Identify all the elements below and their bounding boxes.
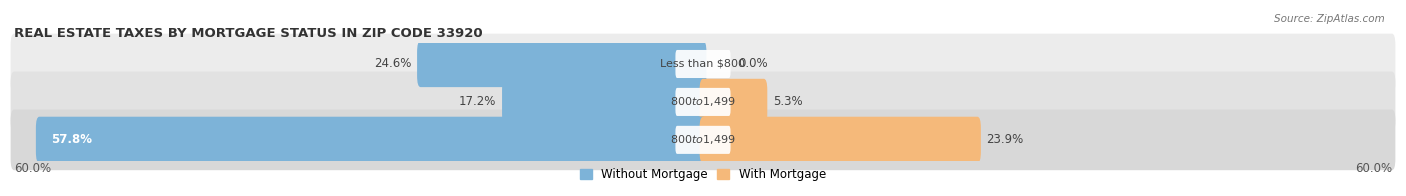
FancyBboxPatch shape <box>700 117 981 163</box>
FancyBboxPatch shape <box>37 117 706 163</box>
Text: $800 to $1,499: $800 to $1,499 <box>671 133 735 146</box>
Text: Source: ZipAtlas.com: Source: ZipAtlas.com <box>1274 14 1385 24</box>
Legend: Without Mortgage, With Mortgage: Without Mortgage, With Mortgage <box>581 168 825 181</box>
FancyBboxPatch shape <box>502 79 706 125</box>
FancyBboxPatch shape <box>11 34 1395 94</box>
Text: REAL ESTATE TAXES BY MORTGAGE STATUS IN ZIP CODE 33920: REAL ESTATE TAXES BY MORTGAGE STATUS IN … <box>14 27 482 40</box>
Text: 23.9%: 23.9% <box>987 133 1024 146</box>
FancyBboxPatch shape <box>11 72 1395 132</box>
Text: 24.6%: 24.6% <box>374 57 412 71</box>
Text: 60.0%: 60.0% <box>1355 162 1392 175</box>
FancyBboxPatch shape <box>700 79 768 125</box>
FancyBboxPatch shape <box>675 126 731 154</box>
Text: 60.0%: 60.0% <box>14 162 51 175</box>
Text: 17.2%: 17.2% <box>458 95 496 108</box>
Text: Less than $800: Less than $800 <box>661 59 745 69</box>
FancyBboxPatch shape <box>675 88 731 116</box>
Text: 0.0%: 0.0% <box>738 57 768 71</box>
FancyBboxPatch shape <box>418 41 706 87</box>
Text: 5.3%: 5.3% <box>773 95 803 108</box>
FancyBboxPatch shape <box>11 110 1395 170</box>
FancyBboxPatch shape <box>675 50 731 78</box>
Text: 57.8%: 57.8% <box>51 133 91 146</box>
Text: $800 to $1,499: $800 to $1,499 <box>671 95 735 108</box>
